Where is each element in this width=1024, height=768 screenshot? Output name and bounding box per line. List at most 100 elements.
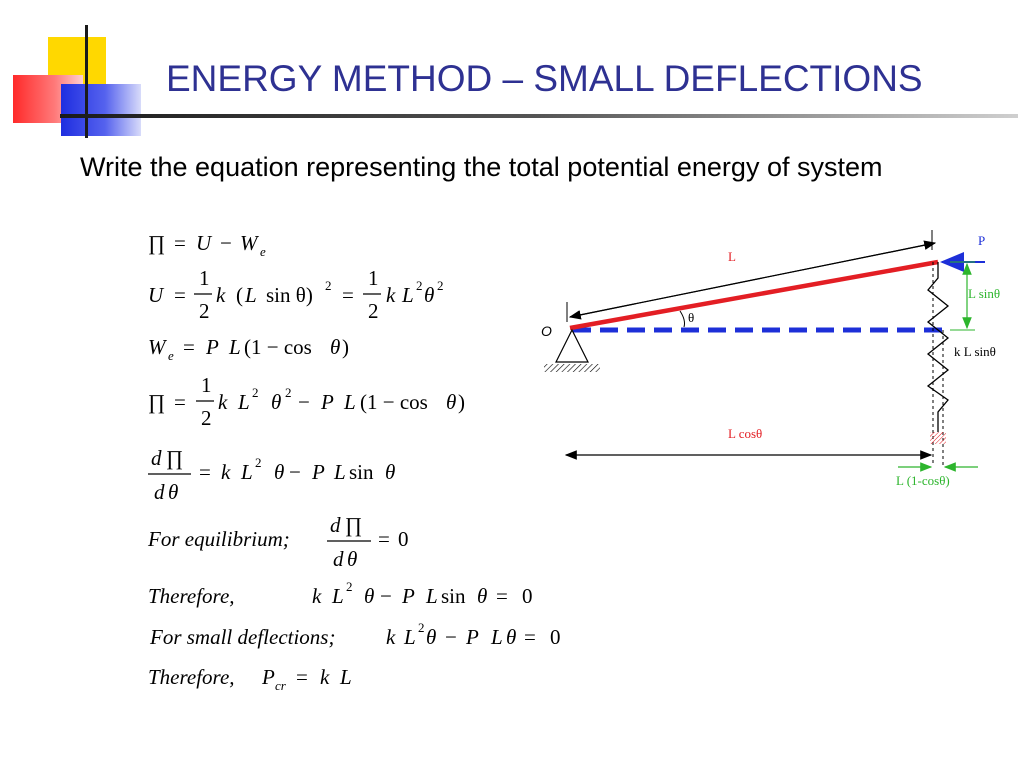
sup-2: 2 bbox=[255, 455, 262, 470]
var-U: U bbox=[196, 231, 213, 255]
var-d: d bbox=[154, 480, 165, 504]
var-L: L bbox=[401, 283, 414, 307]
var-d: d bbox=[151, 446, 162, 470]
var-L: L bbox=[490, 625, 503, 649]
eq-sign: = bbox=[174, 390, 186, 414]
slide-subtitle: Write the equation representing the tota… bbox=[80, 152, 883, 182]
decor-vertical-line bbox=[85, 25, 88, 138]
var-theta: θ bbox=[477, 584, 487, 608]
minus-sign: − bbox=[445, 625, 457, 649]
var-k: k bbox=[218, 390, 228, 414]
equation-equilibrium: For equilibrium; d ∏ d θ = 0 bbox=[147, 513, 409, 571]
sub-cr: cr bbox=[275, 678, 287, 693]
equation-small-deflections: For small deflections; k L 2 θ − P L θ =… bbox=[149, 620, 561, 649]
rpar: ) bbox=[342, 335, 349, 359]
lpar: ( bbox=[236, 283, 243, 307]
slide-title: ENERGY METHOD – SMALL DEFLECTIONS bbox=[166, 58, 923, 99]
angle-arc bbox=[679, 310, 685, 328]
var-theta: θ bbox=[364, 584, 374, 608]
equation-total-expanded: ∏ = 1 2 k L 2 θ 2 − P L (1 − cos θ ) bbox=[148, 373, 465, 430]
var-W: W bbox=[148, 335, 168, 359]
var-k: k bbox=[221, 460, 231, 484]
zero: 0 bbox=[398, 527, 409, 551]
var-theta: θ bbox=[168, 480, 178, 504]
eq-sign: = bbox=[174, 231, 186, 255]
eq-sign: = bbox=[296, 665, 308, 689]
pi-symbol: ∏ bbox=[166, 446, 183, 470]
var-theta: θ bbox=[271, 390, 281, 414]
therefore-text: Therefore, bbox=[148, 665, 235, 689]
var-L: L bbox=[240, 460, 253, 484]
var-theta: θ bbox=[426, 625, 436, 649]
frac-num: 1 bbox=[201, 373, 212, 397]
var-k: k bbox=[386, 283, 396, 307]
frac-den: 2 bbox=[199, 299, 210, 323]
equation-critical-load: Therefore, P cr = k L bbox=[148, 665, 352, 693]
sup-2: 2 bbox=[346, 579, 353, 594]
var-P: P bbox=[401, 584, 415, 608]
frac-num: 1 bbox=[199, 266, 210, 290]
var-L: L bbox=[343, 390, 356, 414]
minus-sign: − bbox=[380, 584, 392, 608]
var-theta: θ bbox=[347, 547, 357, 571]
sup-2: 2 bbox=[325, 278, 332, 293]
label-L: L bbox=[728, 249, 736, 264]
var-P: P bbox=[311, 460, 325, 484]
zero: 0 bbox=[522, 584, 533, 608]
equation-strain-energy: U = 1 2 k ( L sin θ) 2 = 1 2 k L 2 θ 2 bbox=[148, 266, 444, 323]
rpar: ) bbox=[458, 390, 465, 414]
for-small-text: For small deflections; bbox=[149, 625, 335, 649]
var-P: P bbox=[261, 665, 275, 689]
eq-sign: = bbox=[342, 283, 354, 307]
eq-sign: = bbox=[378, 527, 390, 551]
pi-symbol: ∏ bbox=[345, 513, 362, 537]
equation-therefore-1: Therefore, k L 2 θ − P L sin θ = 0 bbox=[148, 579, 533, 608]
var-k: k bbox=[386, 625, 396, 649]
var-d: d bbox=[330, 513, 341, 537]
sup-2: 2 bbox=[437, 278, 444, 293]
label-theta: θ bbox=[688, 310, 694, 325]
minus-sign: − bbox=[298, 390, 310, 414]
var-L: L bbox=[237, 390, 250, 414]
label-Lsin: L sinθ bbox=[968, 286, 1000, 301]
eq-sign: = bbox=[496, 584, 508, 608]
var-W: W bbox=[240, 231, 260, 255]
label-O: O bbox=[541, 323, 552, 339]
var-L: L bbox=[244, 283, 257, 307]
spring-base-hatch bbox=[930, 432, 946, 444]
pi-symbol: ∏ bbox=[148, 231, 165, 255]
sub-e: e bbox=[260, 244, 266, 259]
var-theta: θ bbox=[274, 460, 284, 484]
var-theta: θ bbox=[385, 460, 395, 484]
title-rule bbox=[60, 114, 1018, 118]
var-L: L bbox=[331, 584, 344, 608]
var-P: P bbox=[320, 390, 334, 414]
therefore-text: Therefore, bbox=[148, 584, 235, 608]
var-L: L bbox=[425, 584, 438, 608]
frac-den: 2 bbox=[368, 299, 379, 323]
sin-theta-paren: sin θ) bbox=[266, 283, 313, 307]
frac-den: 2 bbox=[201, 406, 212, 430]
var-L: L bbox=[228, 335, 241, 359]
label-L1cos: L (1-cosθ) bbox=[896, 473, 950, 488]
eq-sign: = bbox=[183, 335, 195, 359]
equation-derivative: d ∏ d θ = k L 2 θ − P L sin θ bbox=[148, 446, 395, 504]
deflected-bar bbox=[569, 259, 939, 331]
var-k: k bbox=[312, 584, 322, 608]
sup-2: 2 bbox=[285, 385, 292, 400]
var-U: U bbox=[148, 283, 165, 307]
var-L: L bbox=[339, 665, 352, 689]
var-k: k bbox=[216, 283, 226, 307]
var-L: L bbox=[403, 625, 416, 649]
zero: 0 bbox=[550, 625, 561, 649]
sup-2: 2 bbox=[418, 620, 425, 635]
eq-sign: = bbox=[524, 625, 536, 649]
eq-sign: = bbox=[199, 460, 211, 484]
pi-symbol: ∏ bbox=[148, 390, 165, 414]
sup-2: 2 bbox=[252, 385, 259, 400]
sin-fn: sin bbox=[441, 584, 466, 608]
minus-sign: − bbox=[289, 460, 301, 484]
var-theta: θ bbox=[330, 335, 340, 359]
